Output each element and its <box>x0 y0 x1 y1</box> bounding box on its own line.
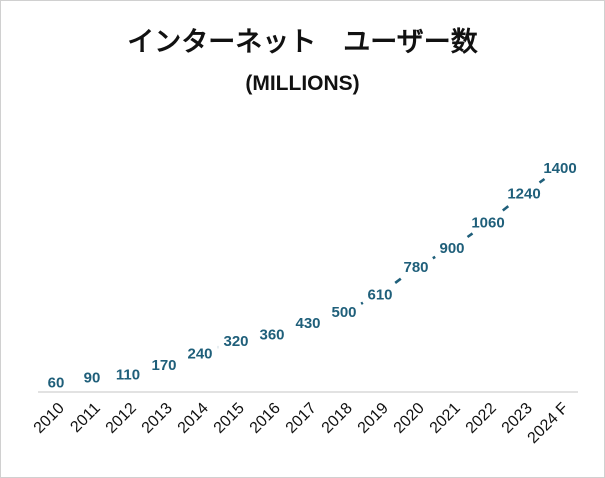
data-label: 170 <box>151 357 176 374</box>
data-label: 900 <box>439 240 464 257</box>
series-line-group <box>217 177 546 349</box>
data-label: 1400 <box>543 160 576 177</box>
data-label: 360 <box>259 326 284 343</box>
series-line-segment <box>360 301 364 305</box>
x-tick-label: 2021 <box>427 400 464 437</box>
x-tick-label: 2010 <box>31 400 68 437</box>
x-tick-label: 2013 <box>139 400 176 437</box>
x-tick-label: 2017 <box>283 400 320 437</box>
x-tick-label: 2020 <box>391 400 428 437</box>
data-label: 110 <box>116 366 140 383</box>
data-label: 430 <box>295 315 320 332</box>
data-label-group: 60 90 110 170 240 320 360 430 500 610 780 900 106012… <box>48 160 577 391</box>
data-label: 1240 <box>507 186 540 203</box>
x-tick-label: 2024 F <box>525 400 572 447</box>
series-line-segment <box>394 277 402 284</box>
data-label: 500 <box>331 304 356 321</box>
x-tick-label: 2015 <box>211 400 248 437</box>
x-tick-label: 2011 <box>67 400 103 436</box>
x-tick-label: 2016 <box>247 400 284 437</box>
data-label: 780 <box>403 259 428 276</box>
series-line-segment <box>501 204 511 212</box>
x-tick-label: 2018 <box>319 400 356 437</box>
x-tick-label: 2019 <box>355 400 392 437</box>
data-label: 240 <box>187 346 212 363</box>
chart-title: インターネット ユーザー数 <box>127 27 478 58</box>
data-label: 90 <box>84 370 101 387</box>
series-line-segment <box>432 255 436 260</box>
series-line-segment <box>466 232 474 239</box>
series-line-segment <box>538 177 546 184</box>
data-label: 60 <box>48 374 65 391</box>
data-label: 610 <box>367 286 392 303</box>
x-tick-label: 2022 <box>463 400 500 437</box>
data-label: 320 <box>223 333 248 350</box>
chart-subtitle: (MILLIONS) <box>245 72 360 95</box>
x-tick-label-group: 2010 201120122013201420152016201720182019… <box>31 400 572 447</box>
x-tick-label: 2014 <box>175 400 212 437</box>
x-tick-label: 2012 <box>103 400 140 437</box>
data-label: 1060 <box>471 214 504 231</box>
